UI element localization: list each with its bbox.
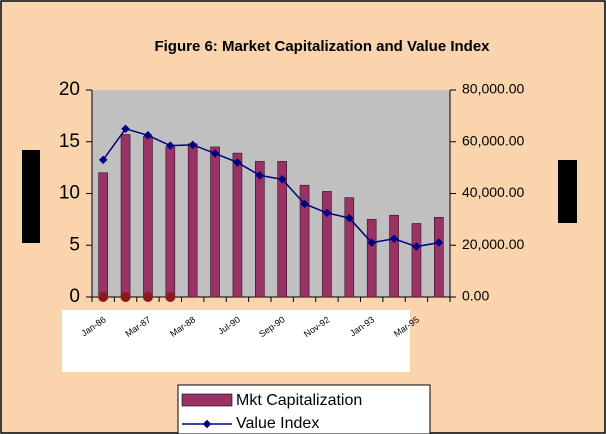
line-marker [188, 140, 197, 150]
line-marker [412, 242, 421, 251]
line-marker [367, 238, 376, 247]
line-marker [143, 131, 153, 140]
bar [299, 184, 310, 298]
chart-title: Figure 6: Market Capitalization and Valu… [154, 38, 490, 55]
line-marker [389, 234, 399, 244]
bar [255, 161, 265, 298]
y-tick-label: 20 [59, 79, 80, 100]
black-block [558, 160, 577, 223]
y2-tick-label: 20,000.00 [462, 236, 524, 252]
legend-swatch [181, 393, 233, 407]
bar [210, 146, 220, 298]
line-marker [210, 149, 220, 158]
legend-label: Value Index [236, 415, 319, 432]
legend [177, 384, 431, 434]
bar [187, 143, 198, 298]
bar [165, 146, 176, 298]
legend-marker [202, 419, 212, 429]
line-marker [345, 213, 354, 223]
black-block [22, 150, 40, 243]
line-marker [322, 208, 332, 218]
line-marker [233, 158, 242, 167]
line-marker [166, 141, 175, 150]
line [102, 127, 439, 248]
line-marker [255, 171, 265, 180]
axis-dot [142, 292, 153, 302]
y-tick-label: 10 [59, 183, 80, 204]
label-patch [62, 310, 410, 372]
line-marker [98, 155, 108, 165]
bar [98, 172, 108, 298]
legend-label: Mkt Capitalization [236, 392, 362, 409]
y2-tick-label: 80,000.00 [462, 81, 524, 97]
y-tick-label: 15 [59, 131, 80, 152]
axis-dot [165, 292, 176, 302]
bar [389, 214, 399, 298]
bar [120, 134, 131, 298]
y2-tick-label: 40,000.00 [462, 184, 524, 200]
axis-dot [98, 292, 109, 302]
bar [232, 152, 243, 298]
axis-dot [120, 292, 131, 302]
bar [344, 197, 355, 298]
bar [143, 136, 153, 298]
line-marker [277, 175, 287, 184]
y-tick-label: 0 [69, 286, 80, 307]
bar [277, 161, 287, 298]
line-marker [434, 238, 444, 247]
y-tick-label: 5 [69, 234, 80, 255]
bar [322, 191, 332, 298]
y2-tick-label: 0.00 [462, 288, 489, 304]
line-marker [300, 199, 309, 209]
line-marker [121, 124, 130, 134]
bar [411, 223, 422, 298]
y2-tick-label: 60,000.00 [462, 132, 524, 148]
bar [366, 219, 377, 298]
bar [434, 217, 444, 298]
